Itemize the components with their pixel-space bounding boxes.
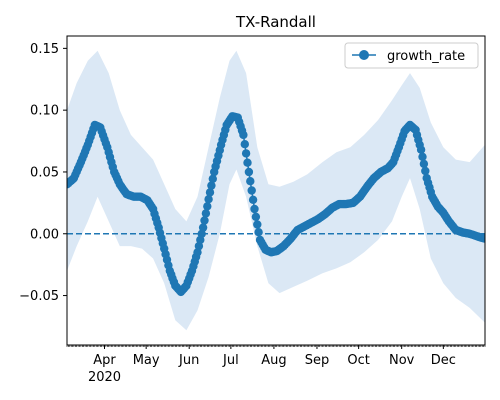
growth-rate-point bbox=[248, 195, 258, 204]
series-layer bbox=[67, 112, 485, 297]
growth-rate-point bbox=[200, 216, 209, 225]
x-tick-label: Dec bbox=[431, 353, 456, 368]
x-tick-label: Nov bbox=[389, 353, 415, 368]
growth-rate-point bbox=[253, 220, 262, 229]
y-tick-label: 0.05 bbox=[30, 165, 59, 180]
x-tick-label: Apr bbox=[93, 353, 116, 368]
y-axis: −0.05 0.00 0.05 0.10 0.15 bbox=[19, 42, 67, 304]
growth-rate-point bbox=[416, 145, 426, 154]
x-tick-label: Sep bbox=[305, 353, 330, 368]
x-year-label: 2020 bbox=[88, 370, 121, 385]
growth-rate-point bbox=[204, 195, 213, 204]
growth-rate-point bbox=[243, 158, 252, 167]
legend: growth_rate bbox=[344, 42, 479, 69]
growth-rate-point bbox=[201, 209, 211, 218]
growth-rate-point bbox=[246, 177, 255, 186]
growth-rate-point bbox=[240, 140, 249, 149]
x-tick-label: Jun bbox=[178, 353, 199, 368]
growth-rate-point bbox=[247, 186, 256, 195]
growth-rate-point bbox=[254, 228, 263, 237]
growth-rate-point bbox=[244, 167, 254, 177]
x-tick-label: Jul bbox=[222, 353, 239, 368]
x-tick-label: Oct bbox=[347, 353, 369, 368]
legend-entry-label: growth_rate bbox=[387, 49, 465, 64]
y-tick-label: 0.15 bbox=[30, 42, 59, 57]
growth-rate-point bbox=[239, 130, 248, 140]
legend-box bbox=[344, 42, 479, 69]
growth-rate-point bbox=[250, 204, 259, 214]
growth-rate-point bbox=[205, 188, 215, 197]
x-tick-label: Aug bbox=[261, 353, 286, 368]
y-tick-label: 0.10 bbox=[30, 104, 59, 119]
plot-frame bbox=[66, 35, 486, 346]
growth-rate-point bbox=[241, 149, 251, 158]
growth-rate-point bbox=[208, 174, 217, 183]
growth-rate-point bbox=[418, 152, 427, 161]
growth-rate-point bbox=[203, 202, 212, 211]
chart-title: TX-Randall bbox=[235, 13, 316, 31]
y-tick-label: 0.00 bbox=[30, 227, 59, 242]
growth-rate-point bbox=[207, 181, 216, 190]
x-tick-label: May bbox=[133, 353, 160, 368]
growth-rate-point bbox=[421, 166, 430, 176]
growth-rate-point bbox=[480, 234, 485, 243]
x-axis: Apr May Jun Jul Aug Sep Oct Nov Dec 2020 bbox=[66, 345, 486, 385]
confidence-band-layer bbox=[67, 50, 485, 331]
y-tick-label: −0.05 bbox=[19, 289, 59, 304]
growth-rate-point bbox=[198, 223, 208, 232]
confidence-band bbox=[67, 50, 485, 331]
growth-rate-point bbox=[419, 159, 429, 169]
growth-rate-point bbox=[251, 212, 261, 221]
legend-point-marker bbox=[359, 50, 369, 60]
